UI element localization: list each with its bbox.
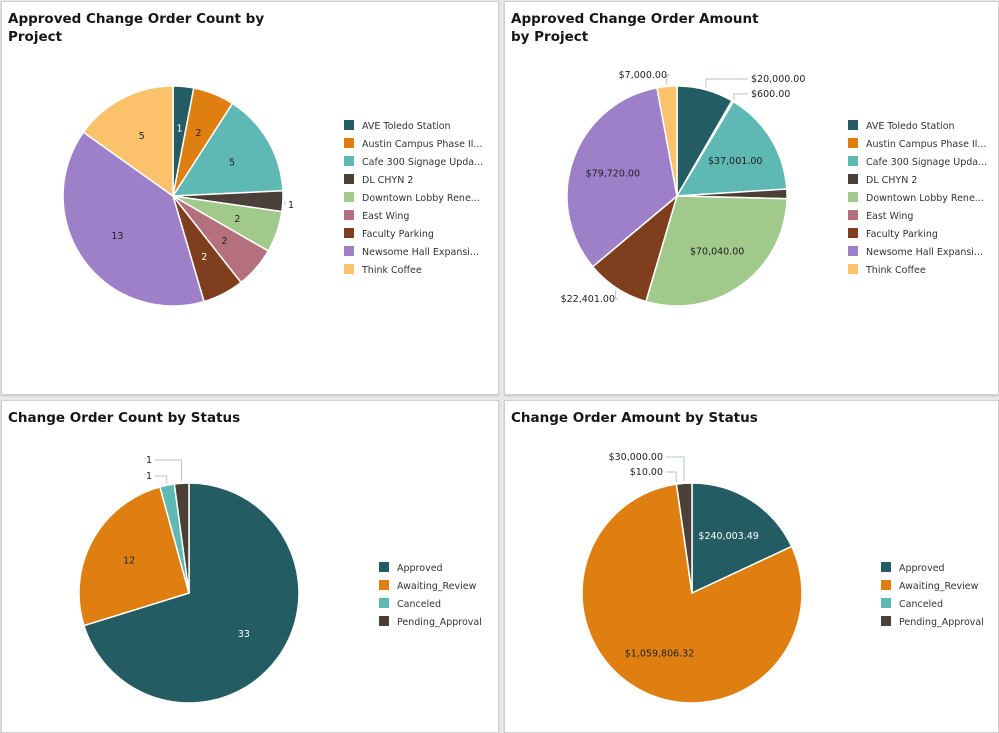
data-label: 1 (288, 200, 294, 211)
legend-swatch (848, 156, 858, 166)
leader-line (666, 457, 684, 481)
legend-item[interactable]: Faculty Parking (362, 229, 434, 240)
legend-item[interactable]: Cafe 300 Signage Upda... (866, 157, 987, 168)
panel-amount-by-status: Change Order Amount by Status $240,003.4… (504, 400, 999, 733)
legend-swatch (344, 156, 354, 166)
data-label: 1 (146, 455, 152, 466)
data-label: $10.00 (630, 467, 663, 478)
legend-swatch (881, 580, 891, 590)
data-label: $37,001.00 (708, 156, 762, 167)
legend-item[interactable]: DL CHYN 2 (866, 175, 917, 186)
legend-item[interactable]: Canceled (397, 599, 441, 610)
legend-swatch (344, 138, 354, 148)
legend-item[interactable]: Newsome Hall Expansi... (866, 247, 983, 258)
legend-swatch (881, 598, 891, 608)
data-label: 2 (195, 128, 201, 139)
legend-swatch (344, 192, 354, 202)
legend-item[interactable]: East Wing (362, 211, 409, 222)
legend-swatch (881, 562, 891, 572)
legend-item[interactable]: Canceled (899, 599, 943, 610)
legend-item[interactable]: AVE Toledo Station (866, 121, 955, 132)
leader-line (155, 476, 167, 483)
legend-item[interactable]: Downtown Lobby Rene... (362, 193, 480, 204)
legend-swatch (379, 616, 389, 626)
legend-swatch (848, 138, 858, 148)
data-label: 1 (176, 124, 182, 135)
legend-item[interactable]: AVE Toledo Station (362, 121, 451, 132)
legend-swatch (344, 228, 354, 238)
legend-swatch (848, 120, 858, 130)
pie-chart: $20,000.00 $600.00 $37,001.00 $70,040.00 $22… (505, 2, 998, 394)
data-label: 5 (229, 157, 235, 168)
legend-item[interactable]: Austin Campus Phase Il... (362, 139, 483, 150)
legend-item[interactable]: Awaiting_Review (397, 581, 477, 592)
legend-item[interactable]: DL CHYN 2 (362, 175, 413, 186)
legend-swatch (848, 210, 858, 220)
data-label: $70,040.00 (690, 247, 744, 258)
legend-swatch (379, 562, 389, 572)
legend-item[interactable]: Newsome Hall Expansi... (362, 247, 479, 258)
legend-item[interactable]: Austin Campus Phase Il... (866, 139, 987, 150)
data-label: $600.00 (751, 89, 790, 100)
leader-line (734, 94, 748, 99)
leader-line (666, 472, 676, 482)
panel-count-by-project: Approved Change Order Count by Project 1… (1, 1, 499, 395)
legend-swatch (379, 580, 389, 590)
legend-swatch (344, 174, 354, 184)
legend-item[interactable]: Approved (397, 563, 443, 574)
legend-item[interactable]: East Wing (866, 211, 913, 222)
data-label: $240,003.49 (698, 531, 758, 542)
legend-swatch (344, 246, 354, 256)
leader-line (155, 460, 182, 481)
legend-item[interactable]: Faculty Parking (866, 229, 938, 240)
legend-swatch (344, 264, 354, 274)
data-label: 5 (139, 131, 145, 142)
legend-item[interactable]: Think Coffee (361, 265, 422, 276)
data-label: 12 (123, 556, 135, 567)
data-label: $7,000.00 (619, 70, 667, 81)
legend-item[interactable]: Pending_Approval (397, 617, 482, 628)
legend-item[interactable]: Downtown Lobby Rene... (866, 193, 984, 204)
legend-swatch (848, 174, 858, 184)
data-label: $22,401.00 (561, 294, 615, 305)
legend-item[interactable]: Cafe 300 Signage Upda... (362, 157, 483, 168)
legend-swatch (379, 598, 389, 608)
legend-item[interactable]: Think Coffee (865, 265, 926, 276)
legend-item[interactable]: Pending_Approval (899, 617, 984, 628)
data-label: $30,000.00 (609, 452, 663, 463)
legend-item[interactable]: Approved (899, 563, 945, 574)
data-label: 33 (238, 629, 250, 640)
data-label: 13 (111, 231, 123, 242)
leader-line (616, 290, 618, 299)
legend-swatch (344, 120, 354, 130)
data-label: $79,720.00 (586, 168, 640, 179)
data-label: $20,000.00 (751, 74, 805, 85)
leader-line (706, 79, 748, 88)
legend-swatch (848, 228, 858, 238)
legend-swatch (848, 246, 858, 256)
legend-swatch (848, 264, 858, 274)
data-label: $1,059,806.32 (625, 648, 695, 659)
data-label: 2 (201, 252, 207, 263)
legend-swatch (344, 210, 354, 220)
data-label: 2 (234, 214, 240, 225)
legend-swatch (848, 192, 858, 202)
pie-chart: $240,003.49 $1,059,806.32 $10.00 $30,000.00… (505, 401, 998, 732)
leader-line (667, 75, 670, 84)
legend-item[interactable]: Awaiting_Review (899, 581, 979, 592)
panel-amount-by-project: Approved Change Order Amount by Project … (504, 1, 999, 395)
data-label: 2 (222, 236, 228, 247)
data-label: 1 (146, 471, 152, 482)
pie-chart: 33 12 1 1 Approved Awaiting_Review Canceled Pen… (2, 401, 498, 732)
legend-swatch (881, 616, 891, 626)
